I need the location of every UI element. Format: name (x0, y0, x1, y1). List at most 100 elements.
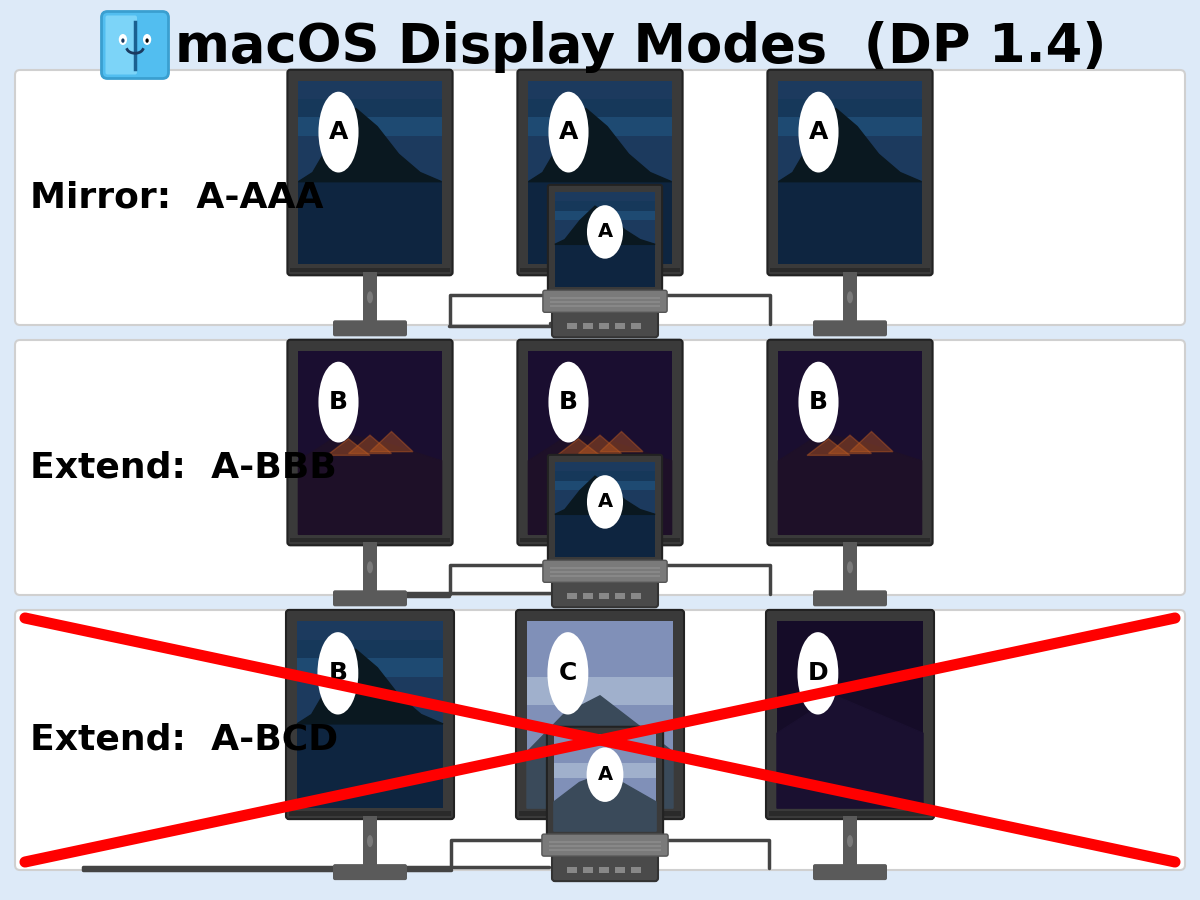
Bar (616, 593, 625, 599)
Text: B: B (329, 662, 347, 685)
Bar (599, 323, 610, 329)
Bar (528, 461, 672, 535)
Ellipse shape (587, 475, 623, 528)
Polygon shape (527, 696, 673, 808)
Bar (769, 811, 931, 816)
FancyBboxPatch shape (102, 12, 168, 78)
FancyBboxPatch shape (767, 69, 932, 275)
Bar (630, 763, 656, 778)
Ellipse shape (145, 39, 149, 43)
FancyBboxPatch shape (14, 610, 1186, 870)
FancyBboxPatch shape (842, 816, 857, 866)
Bar (583, 323, 593, 329)
Bar (599, 867, 610, 873)
FancyBboxPatch shape (548, 454, 662, 564)
Bar (296, 724, 443, 808)
Bar (631, 323, 641, 329)
Text: Extend:  A-BCD: Extend: A-BCD (30, 723, 338, 757)
FancyBboxPatch shape (842, 543, 857, 592)
Bar (631, 867, 641, 873)
Polygon shape (600, 431, 643, 452)
Bar (636, 677, 673, 706)
Bar (554, 734, 656, 802)
Bar (299, 117, 442, 136)
FancyBboxPatch shape (593, 816, 607, 866)
FancyBboxPatch shape (563, 590, 637, 607)
Bar (548, 845, 661, 847)
Bar (296, 640, 443, 659)
Bar (550, 302, 660, 303)
Text: Extend:  A-BBB: Extend: A-BBB (30, 451, 337, 484)
Ellipse shape (598, 292, 604, 303)
Bar (779, 351, 922, 461)
Bar (554, 192, 655, 244)
FancyBboxPatch shape (593, 273, 607, 322)
Bar (583, 867, 593, 873)
Bar (528, 117, 672, 136)
Bar (776, 621, 923, 734)
Ellipse shape (798, 92, 839, 173)
Polygon shape (528, 433, 672, 535)
Polygon shape (328, 439, 370, 455)
Bar (296, 659, 443, 677)
Bar (583, 593, 593, 599)
Bar (299, 99, 442, 117)
Ellipse shape (121, 39, 125, 43)
Text: B: B (329, 390, 348, 414)
FancyBboxPatch shape (766, 610, 934, 819)
Bar (289, 811, 451, 816)
Bar (518, 811, 682, 816)
Bar (779, 461, 922, 535)
Bar (290, 537, 450, 543)
Bar (521, 537, 679, 543)
Ellipse shape (548, 92, 588, 173)
FancyBboxPatch shape (14, 70, 1186, 325)
FancyBboxPatch shape (548, 184, 662, 294)
Bar (527, 621, 673, 752)
Bar (521, 267, 679, 273)
Bar (600, 677, 636, 706)
Bar (554, 481, 655, 491)
Bar (527, 677, 564, 706)
FancyBboxPatch shape (334, 320, 407, 337)
Text: A: A (329, 120, 348, 144)
Bar (631, 593, 641, 599)
Bar (554, 514, 655, 557)
Bar (554, 244, 655, 287)
Bar (779, 182, 922, 265)
Bar (554, 462, 655, 514)
Ellipse shape (367, 292, 373, 303)
Bar (550, 567, 660, 570)
Text: A: A (809, 120, 828, 144)
Polygon shape (296, 649, 443, 724)
Bar (548, 842, 661, 843)
Bar (527, 752, 673, 808)
FancyBboxPatch shape (552, 580, 658, 608)
Polygon shape (528, 108, 672, 182)
Polygon shape (776, 696, 923, 808)
FancyBboxPatch shape (547, 727, 664, 838)
Text: macOS Display Modes  (DP 1.4): macOS Display Modes (DP 1.4) (175, 21, 1106, 73)
Bar (568, 593, 577, 599)
FancyBboxPatch shape (842, 273, 857, 322)
FancyBboxPatch shape (814, 590, 887, 607)
Polygon shape (808, 439, 850, 455)
Bar (550, 572, 660, 573)
Ellipse shape (318, 92, 359, 173)
Text: A: A (598, 765, 612, 784)
Polygon shape (578, 436, 622, 454)
FancyBboxPatch shape (814, 320, 887, 337)
Bar (554, 202, 655, 211)
Bar (550, 297, 660, 300)
Ellipse shape (798, 362, 839, 443)
Polygon shape (779, 433, 922, 535)
FancyBboxPatch shape (563, 320, 637, 337)
Bar (528, 351, 672, 461)
FancyBboxPatch shape (517, 69, 683, 275)
Bar (299, 461, 442, 535)
Bar (779, 99, 922, 117)
Bar (568, 867, 577, 873)
FancyBboxPatch shape (364, 816, 377, 866)
Polygon shape (779, 108, 922, 182)
FancyBboxPatch shape (287, 69, 452, 275)
